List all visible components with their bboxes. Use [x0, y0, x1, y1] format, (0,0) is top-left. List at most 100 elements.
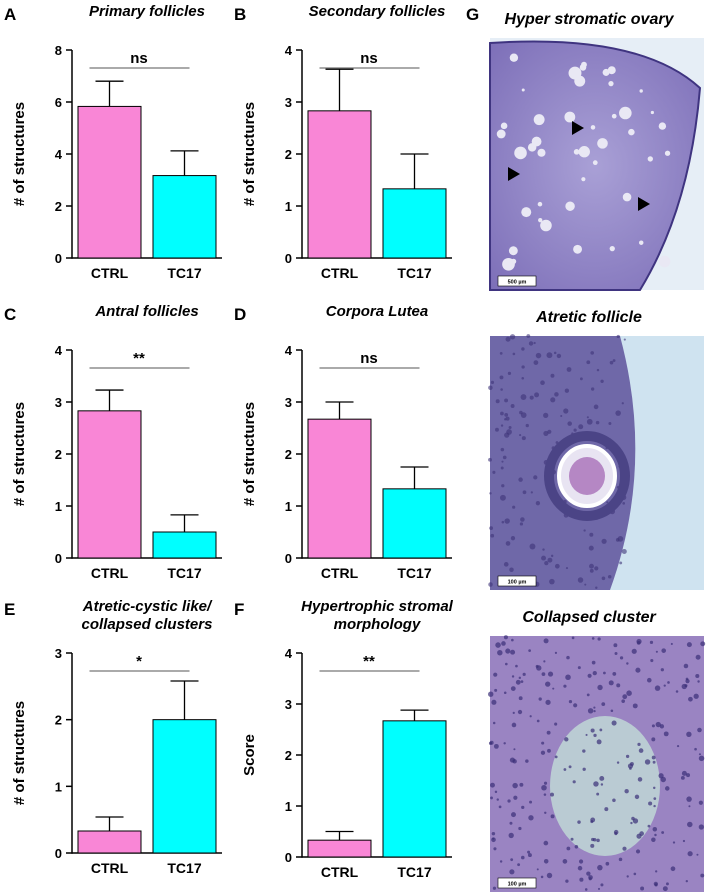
y-axis-label: Score	[241, 734, 258, 776]
vesicle	[609, 246, 615, 252]
y-tick-label: 4	[285, 646, 293, 661]
nucleus	[654, 833, 657, 837]
nucleus	[670, 866, 676, 872]
nucleus	[650, 658, 654, 663]
nucleus	[499, 351, 503, 355]
nucleus	[536, 719, 540, 723]
nucleus	[504, 398, 509, 403]
nucleus	[593, 706, 596, 709]
nucleus	[588, 545, 594, 551]
vesicle	[622, 192, 632, 202]
vesicle	[540, 219, 552, 232]
nucleus	[615, 410, 621, 416]
nucleus	[590, 817, 596, 823]
vesicle	[608, 80, 614, 87]
nucleus	[556, 353, 562, 359]
nucleus	[651, 755, 656, 760]
nucleus	[509, 567, 514, 572]
nucleus	[623, 338, 626, 341]
y-tick-label: 2	[285, 447, 292, 462]
nucleus	[612, 798, 616, 803]
nucleus	[543, 840, 549, 846]
nucleus	[511, 638, 514, 642]
nucleus	[651, 724, 655, 728]
bar	[77, 105, 142, 259]
nucleus	[648, 801, 653, 806]
nucleus	[626, 875, 629, 878]
nucleus	[603, 671, 606, 675]
nucleus	[688, 805, 691, 808]
nucleus	[538, 697, 542, 701]
x-tick-label: CTRL	[91, 565, 129, 581]
chart-title: Antral follicles	[95, 303, 199, 320]
nucleus	[488, 741, 493, 745]
nucleus	[579, 377, 583, 381]
nucleus	[566, 846, 571, 851]
panel-label: E	[4, 600, 15, 619]
nucleus	[661, 648, 667, 653]
nucleus	[588, 877, 592, 881]
nucleus	[534, 392, 540, 398]
nucleus	[663, 684, 666, 687]
nucleus	[546, 352, 553, 359]
chart-title: Atretic-cystic like/ collapsed clusters	[81, 598, 213, 633]
y-tick-label: 2	[55, 199, 62, 214]
nucleus	[584, 583, 587, 586]
nucleus	[600, 379, 604, 383]
micrograph: 500 µm	[489, 38, 704, 291]
nucleus	[630, 821, 633, 825]
nucleus	[493, 672, 498, 677]
nucleus	[533, 475, 538, 480]
nucleus	[504, 518, 510, 524]
nucleus	[596, 792, 600, 796]
y-tick-label: 0	[285, 251, 292, 266]
nucleus	[618, 857, 623, 862]
vesicle	[500, 122, 508, 130]
nucleus	[550, 373, 555, 378]
nucleus	[541, 741, 545, 745]
nucleus	[686, 773, 691, 778]
vesicle	[537, 148, 546, 157]
nucleus	[515, 679, 521, 685]
nucleus	[687, 851, 693, 857]
nucleus	[697, 727, 702, 733]
nucleus	[625, 754, 630, 759]
nucleus	[540, 380, 545, 386]
nucleus	[695, 674, 700, 679]
nucleus	[509, 869, 515, 875]
panel-label: D	[234, 305, 246, 324]
nucleus	[591, 837, 595, 842]
nucleus	[541, 784, 547, 791]
nucleus	[601, 538, 607, 544]
y-tick-label: 1	[285, 499, 292, 514]
nucleus	[490, 533, 495, 538]
nucleus	[644, 759, 651, 765]
nucleus	[601, 576, 606, 581]
nucleus	[587, 673, 592, 678]
nucleus	[654, 685, 661, 691]
vesicle	[579, 64, 587, 71]
nucleus	[490, 380, 495, 384]
nucleus	[632, 703, 638, 709]
nucleus	[685, 679, 690, 684]
nucleus	[545, 681, 551, 687]
nucleus	[554, 755, 558, 759]
nucleus	[503, 691, 507, 695]
y-tick-label: 1	[285, 799, 292, 814]
vesicle	[638, 240, 644, 245]
scale-box	[497, 575, 537, 587]
nucleus	[647, 824, 651, 828]
bar	[382, 488, 447, 559]
nucleus	[494, 688, 498, 692]
y-axis-label: # of structures	[11, 102, 28, 206]
nucleus	[505, 541, 511, 546]
nucleus	[637, 742, 641, 746]
image-title: Atretic follicle	[535, 309, 642, 326]
nucleus	[494, 790, 498, 794]
nucleus	[676, 744, 680, 748]
nucleus	[686, 642, 692, 648]
y-tick-label: 4	[55, 343, 63, 358]
nucleus	[662, 886, 668, 892]
nucleus	[599, 776, 605, 781]
nucleus	[612, 359, 616, 362]
